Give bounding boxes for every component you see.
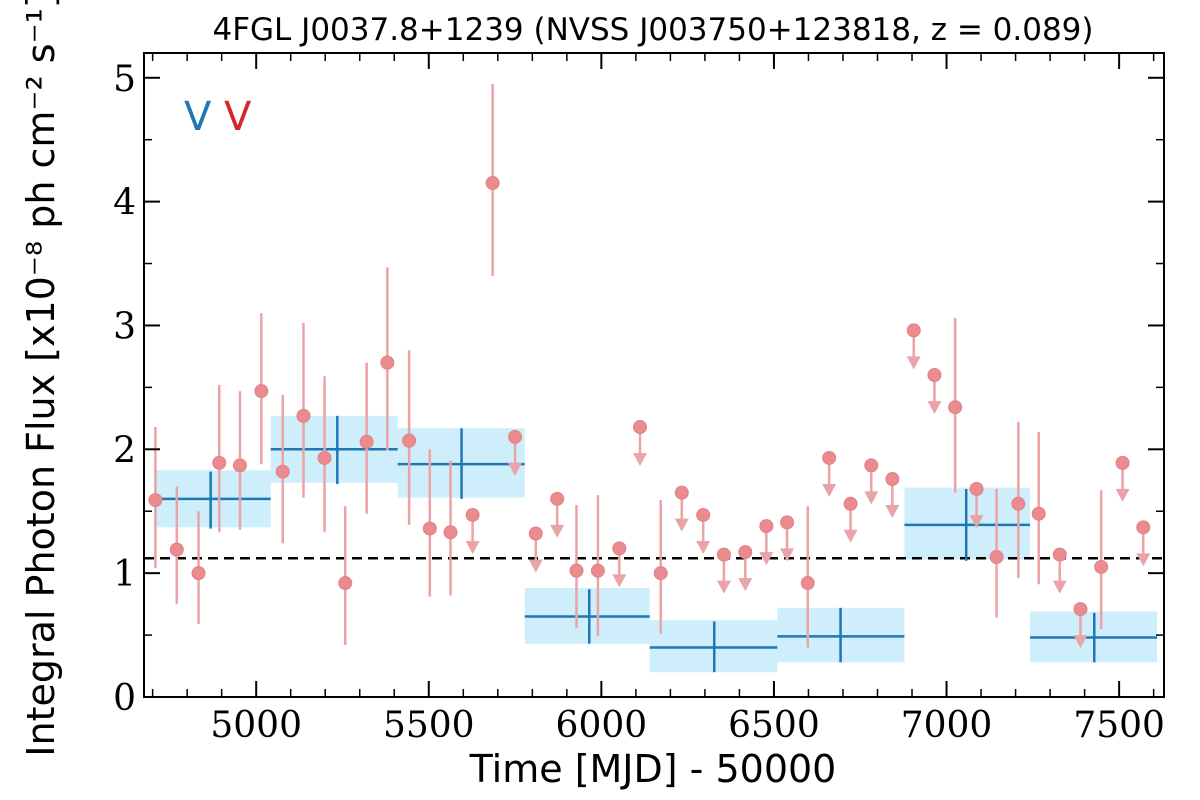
upper-limit-point-16 (906, 323, 921, 338)
upper-limit-arrow-2 (528, 559, 543, 573)
upper-limit-arrow-19 (1052, 580, 1067, 594)
plot-area: 5000 5500 6000 6500 7000 7500 0 1 2 3 4 5 (113, 52, 1165, 746)
upper-limit-point-7 (696, 507, 711, 522)
upper-limit-arrow-14 (864, 491, 879, 505)
y-tick-label-5: 5 (113, 59, 136, 100)
detection-point-7 (296, 408, 311, 423)
upper-limit-point-5 (633, 420, 648, 435)
x-tick-label-3: 6500 (728, 705, 820, 746)
upper-limit-arrow-17 (927, 401, 942, 414)
detection-point-21 (989, 550, 1004, 565)
detection-point-5 (254, 384, 269, 399)
upper-limit-point-13 (843, 496, 858, 511)
y-tick-label-3: 3 (113, 306, 136, 347)
y-tick-label-0: 0 (113, 678, 136, 719)
y-axis-label: Integral Photon Flux [x10⁻⁸ ph cm⁻² s⁻¹] (19, 0, 63, 757)
detection-point-14 (443, 525, 458, 540)
detection-point-10 (359, 434, 374, 449)
legend-entry-0: V (184, 94, 212, 140)
upper-limit-arrow-7 (696, 540, 711, 554)
detection-point-13 (422, 521, 437, 536)
detection-point-20 (948, 400, 963, 415)
upper-limit-arrow-11 (780, 548, 795, 562)
upper-limit-point-3 (550, 491, 565, 506)
x-tick-label-2: 6000 (556, 705, 648, 746)
detection-point-8 (317, 450, 332, 465)
upper-limit-arrow-1 (508, 462, 523, 476)
upper-limit-arrow-8 (716, 580, 731, 594)
y-tick-label-1: 1 (113, 554, 136, 595)
upper-limit-point-2 (528, 526, 543, 541)
upper-limit-point-0 (465, 507, 480, 522)
detection-point-19 (800, 576, 815, 591)
upper-limit-arrow-10 (759, 552, 774, 566)
upper-limit-point-14 (864, 458, 879, 473)
detection-point-1 (169, 542, 184, 557)
detection-point-22 (1011, 496, 1026, 511)
upper-limit-point-11 (780, 515, 795, 530)
detection-point-0 (148, 493, 163, 508)
upper-limit-arrow-16 (906, 356, 921, 370)
upper-limit-arrow-9 (738, 578, 753, 592)
upper-limit-arrow-22 (1136, 553, 1151, 567)
x-tick-label-5: 7500 (1073, 705, 1165, 746)
upper-limit-point-20 (1073, 602, 1088, 617)
detection-point-18 (653, 566, 668, 581)
detection-point-6 (275, 464, 290, 479)
y-tick-label-2: 2 (113, 430, 136, 471)
x-tick-label-4: 7000 (901, 705, 993, 746)
upper-limit-point-17 (927, 368, 942, 382)
detection-point-17 (590, 563, 605, 578)
legend-entry-1: V (224, 94, 252, 140)
upper-limit-point-8 (716, 547, 731, 562)
detection-point-24 (1094, 559, 1109, 574)
upper-limit-point-19 (1052, 547, 1067, 562)
upper-limit-arrow-13 (843, 529, 858, 543)
upper-limit-arrow-6 (674, 518, 689, 532)
y-tick-label-4: 4 (113, 183, 136, 224)
upper-limit-point-15 (885, 472, 900, 487)
upper-limit-point-18 (969, 481, 984, 496)
detection-point-9 (338, 576, 353, 591)
detection-point-11 (380, 355, 395, 370)
upper-limit-arrow-15 (885, 505, 900, 519)
upper-limit-arrow-5 (633, 453, 648, 467)
detection-point-2 (191, 566, 206, 581)
x-axis-label: Time [MJD] - 50000 (469, 747, 837, 791)
upper-limit-arrow-12 (822, 483, 837, 497)
upper-limit-point-21 (1115, 455, 1130, 470)
x-tick-label-1: 5500 (383, 705, 475, 746)
detection-point-4 (232, 458, 247, 473)
upper-limit-point-22 (1136, 520, 1151, 535)
detection-point-3 (212, 455, 227, 470)
detection-point-16 (569, 563, 584, 578)
upper-limit-point-6 (674, 485, 689, 500)
upper-limit-arrow-20 (1073, 635, 1088, 649)
upper-limit-point-4 (612, 541, 627, 556)
upper-limit-point-12 (822, 450, 837, 465)
plot-frame (143, 52, 1165, 698)
upper-limit-arrow-4 (612, 574, 627, 588)
upper-limit-point-9 (738, 545, 753, 560)
chart-title: 4FGL J0037.8+1239 (NVSS J003750+123818, … (212, 12, 1093, 48)
upper-limit-arrow-0 (465, 540, 480, 554)
upper-limit-point-1 (508, 429, 523, 444)
x-tick-label-0: 5000 (210, 705, 302, 746)
upper-limit-arrow-21 (1115, 488, 1130, 502)
upper-limit-arrow-3 (550, 524, 565, 538)
detection-point-23 (1031, 506, 1046, 521)
upper-limit-point-10 (759, 519, 774, 534)
upper-limit-arrow-18 (969, 514, 984, 528)
detection-point-12 (402, 433, 417, 448)
detection-point-15 (485, 176, 500, 191)
